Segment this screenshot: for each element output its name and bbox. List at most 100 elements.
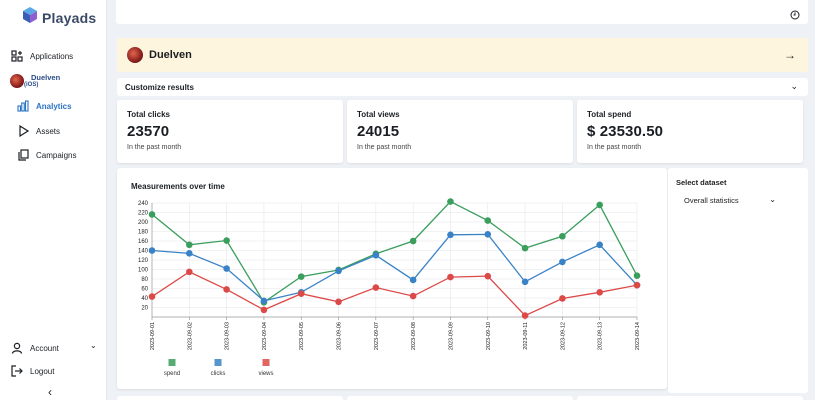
data-point-spend (521, 244, 529, 252)
x-tick-label: 2023-09-08 (411, 322, 417, 350)
stat-card-clicks: Total clicks 23570 In the past month (117, 100, 343, 163)
sidebar-item-assets[interactable]: Assets (16, 124, 60, 138)
stat-subtitle: In the past month (357, 144, 412, 151)
data-point-spend (148, 211, 156, 218)
data-point-clicks (148, 247, 156, 254)
data-point-views (409, 292, 417, 300)
sidebar-item-analytics[interactable]: Analytics (16, 99, 72, 113)
stat-card-views: Total views 24015 In the past month (347, 100, 573, 163)
data-point-views (559, 295, 566, 302)
chevron-down-icon: ⌄ (90, 341, 97, 350)
y-tick-label: 20 (141, 306, 148, 312)
y-tick-label: 240 (138, 201, 149, 207)
bar-chart-icon (16, 99, 30, 113)
stat-card-spend: Total spend $ 23530.50 In the past month (577, 100, 803, 163)
customize-results-label: Customize results (125, 82, 194, 92)
current-app[interactable]: Duelven (iOS) (10, 74, 60, 88)
measurements-chart-card: Measurements over time 20 40 60 80 100 120 140… (117, 168, 667, 389)
y-tick-label: 80 (141, 277, 148, 283)
data-point-spend (484, 217, 492, 224)
data-point-views (297, 290, 305, 298)
logout-icon (10, 364, 24, 378)
stat-value: $ 23530.50 (587, 123, 664, 140)
app-name: Duelven (31, 73, 61, 82)
y-tick-label: 120 (138, 258, 149, 264)
legend-swatch-views (262, 359, 270, 366)
series-line-views (151, 271, 638, 317)
card-edge (347, 396, 573, 400)
dataset-select[interactable]: Overall statistics ⌄ (676, 191, 784, 209)
data-point-views (223, 286, 230, 293)
data-point-clicks (335, 267, 342, 275)
dataset-selected-value: Overall statistics (684, 195, 739, 205)
series-line-spend (151, 200, 638, 304)
sidebar: Playads Applications Duelven (iOS) Analy… (0, 0, 107, 400)
stat-subtitle: In the past month (127, 144, 182, 151)
data-point-spend (633, 272, 641, 279)
account-menu[interactable]: Account ⌄ (10, 341, 97, 355)
y-tick-label: 100 (138, 268, 149, 274)
sidebar-item-label: Assets (36, 126, 61, 136)
data-point-views (633, 281, 641, 289)
data-point-views (260, 306, 268, 314)
customize-results-toggle[interactable]: Customize results ⌄ (117, 78, 808, 96)
nav-applications[interactable]: Applications (10, 49, 73, 63)
data-point-clicks (447, 231, 454, 239)
chevron-down-icon: ⌄ (769, 195, 776, 204)
logout-label: Logout (30, 366, 55, 376)
chevron-down-icon: ⌄ (790, 81, 798, 91)
chevron-left-icon: ‹ (48, 385, 52, 399)
stat-title: Total spend (587, 110, 632, 119)
data-point-clicks (521, 278, 529, 286)
stat-title: Total views (357, 110, 400, 119)
x-tick-label: 2023-09-07 (374, 322, 380, 350)
data-point-views (148, 293, 156, 300)
data-point-spend (596, 201, 603, 209)
stat-subtitle: In the past month (587, 144, 642, 151)
data-point-views (596, 289, 603, 296)
y-tick-label: 180 (138, 230, 149, 236)
x-tick-label: 2023-09-09 (448, 322, 454, 350)
data-point-clicks (596, 241, 603, 249)
x-tick-label: 2023-09-13 (598, 322, 604, 350)
brand-logo[interactable]: Playads (22, 6, 96, 29)
collapse-sidebar-button[interactable]: ‹ (48, 385, 52, 399)
x-tick-label: 2023-09-11 (523, 322, 529, 350)
legend-label-spend: spend (164, 371, 180, 377)
series-line-clicks (151, 233, 638, 302)
legend-swatch-spend (168, 359, 176, 366)
dataset-panel: Select dataset Overall statistics ⌄ (668, 168, 808, 393)
legend-label-clicks: clicks (211, 371, 226, 377)
nav-applications-label: Applications (30, 51, 74, 61)
x-tick-label: 2023-09-05 (299, 322, 305, 350)
data-point-spend (447, 198, 454, 205)
app-banner[interactable]: Duelven → (117, 38, 808, 72)
logout-button[interactable]: Logout (10, 364, 54, 378)
legend-swatch-clicks (214, 359, 222, 366)
y-tick-label: 160 (138, 239, 149, 245)
sidebar-item-campaigns[interactable]: Campaigns (16, 148, 76, 162)
brand-name: Playads (42, 9, 97, 26)
play-icon (16, 124, 30, 138)
arrow-right-icon[interactable]: → (784, 48, 796, 62)
x-tick-label: 2023-09-06 (337, 322, 343, 350)
legend-label-views: views (258, 371, 273, 377)
account-label: Account (30, 343, 59, 353)
data-point-clicks (372, 251, 380, 259)
x-tick-label: 2023-09-10 (486, 322, 492, 350)
data-point-clicks (260, 297, 268, 305)
data-point-clicks (484, 231, 492, 238)
x-tick-label: 2023-09-03 (225, 322, 231, 350)
clock-icon[interactable] (790, 7, 800, 20)
data-point-views (447, 273, 454, 281)
app-platform: (iOS) (24, 82, 39, 88)
user-icon (10, 341, 24, 355)
x-tick-label: 2023-09-02 (187, 322, 193, 350)
data-point-clicks (223, 265, 230, 272)
sidebar-item-label: Campaigns (36, 150, 77, 160)
chart-title: Measurements over time (131, 182, 225, 191)
y-tick-label: 200 (138, 220, 149, 226)
data-point-views (335, 298, 342, 306)
app-avatar (10, 74, 24, 88)
x-tick-label: 2023-09-14 (635, 322, 641, 350)
